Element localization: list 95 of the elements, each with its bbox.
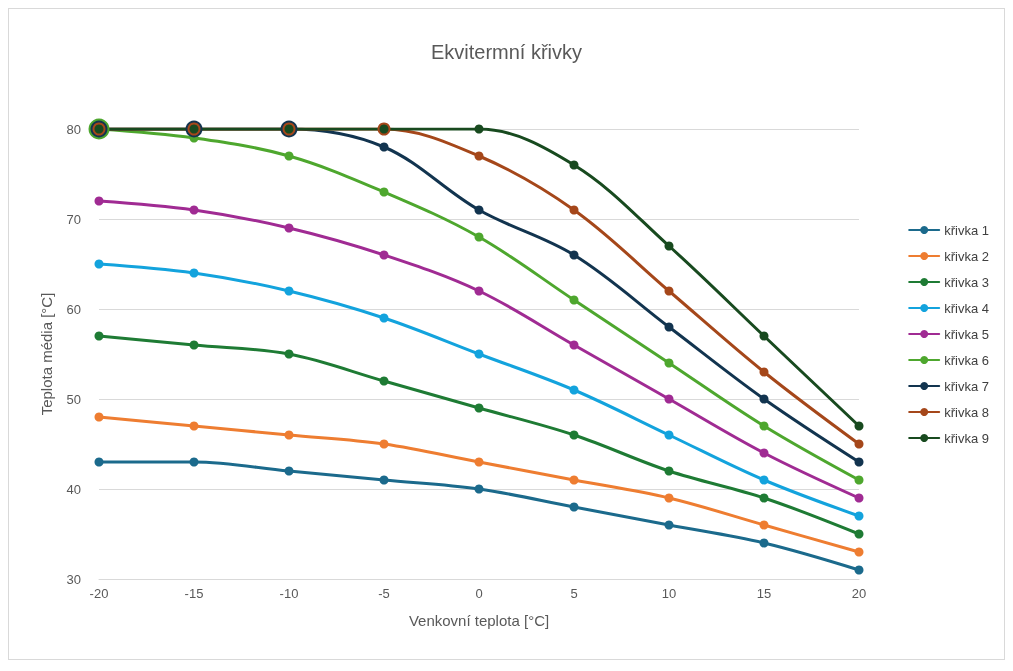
y-tick-label: 60	[66, 301, 81, 317]
point	[664, 358, 674, 368]
y-axis-title: Teplota média [°C]	[38, 292, 55, 416]
legend-label: křivka 6	[944, 352, 990, 368]
point	[854, 475, 864, 485]
point	[664, 520, 674, 530]
point	[854, 565, 864, 575]
point	[759, 367, 769, 377]
x-tick-label: 5	[570, 586, 578, 601]
point	[379, 376, 389, 386]
y-tick-label: 50	[66, 391, 81, 407]
point	[759, 421, 769, 431]
y-tick-label: 70	[66, 211, 81, 227]
point	[94, 412, 104, 422]
x-tick-label: 15	[756, 586, 772, 601]
point	[379, 250, 389, 260]
point	[664, 493, 674, 503]
y-tick-label: 30	[66, 571, 81, 587]
point	[189, 457, 199, 467]
point	[854, 547, 864, 557]
point	[379, 475, 389, 485]
point	[189, 421, 199, 431]
point	[189, 268, 199, 278]
point	[759, 394, 769, 404]
point	[189, 205, 199, 215]
point	[854, 511, 864, 521]
legend-label: křivka 5	[944, 326, 990, 342]
point	[569, 250, 579, 260]
point	[854, 493, 864, 503]
point	[664, 394, 674, 404]
point	[759, 493, 769, 503]
point	[854, 421, 864, 431]
point	[474, 151, 484, 161]
point	[474, 232, 484, 242]
point	[284, 430, 294, 440]
legend-label: křivka 2	[944, 248, 990, 264]
point	[284, 151, 294, 161]
point	[94, 259, 104, 269]
point	[664, 430, 674, 440]
x-tick-label: -5	[378, 586, 390, 601]
point	[569, 205, 579, 215]
point	[474, 124, 484, 134]
x-axis-title: Venkovní teplota [°C]	[408, 612, 550, 629]
point	[664, 322, 674, 332]
legend-label: křivka 9	[944, 430, 990, 446]
point	[474, 403, 484, 413]
point	[664, 286, 674, 296]
point	[189, 340, 199, 350]
point	[379, 187, 389, 197]
x-tick-label: 10	[661, 586, 677, 601]
chart-title: Ekvitermní křivky	[430, 41, 583, 63]
legend-label: křivka 7	[944, 378, 990, 394]
point	[94, 331, 104, 341]
x-tick-label: -15	[184, 586, 204, 601]
point	[759, 520, 769, 530]
point	[664, 241, 674, 251]
point	[284, 349, 294, 359]
point	[569, 502, 579, 512]
point	[379, 142, 389, 152]
x-tick-label: 20	[851, 586, 867, 601]
y-tick-label: 40	[66, 481, 81, 497]
point	[474, 457, 484, 467]
point	[569, 160, 579, 170]
point	[759, 331, 769, 341]
y-tick-label: 80	[66, 121, 81, 137]
point	[854, 457, 864, 467]
point	[569, 475, 579, 485]
x-tick-label: 0	[475, 586, 483, 601]
point	[284, 286, 294, 296]
point	[759, 475, 769, 485]
point	[474, 286, 484, 296]
point	[664, 466, 674, 476]
point	[94, 196, 104, 206]
legend-label: křivka 3	[944, 274, 990, 290]
point	[759, 448, 769, 458]
legend-label: křivka 4	[944, 300, 990, 316]
point	[854, 439, 864, 449]
point	[569, 385, 579, 395]
point	[474, 349, 484, 359]
point	[284, 223, 294, 233]
point	[474, 205, 484, 215]
point	[569, 340, 579, 350]
x-tick-label: -20	[89, 586, 109, 601]
point	[569, 295, 579, 305]
x-tick-label: -10	[279, 586, 299, 601]
point	[474, 484, 484, 494]
point	[94, 457, 104, 467]
point	[284, 466, 294, 476]
legend-label: křivka 1	[944, 222, 990, 238]
point	[379, 439, 389, 449]
point	[854, 529, 864, 539]
point	[759, 538, 769, 548]
point	[569, 430, 579, 440]
point	[379, 313, 389, 323]
legend-label: křivka 8	[944, 404, 990, 420]
